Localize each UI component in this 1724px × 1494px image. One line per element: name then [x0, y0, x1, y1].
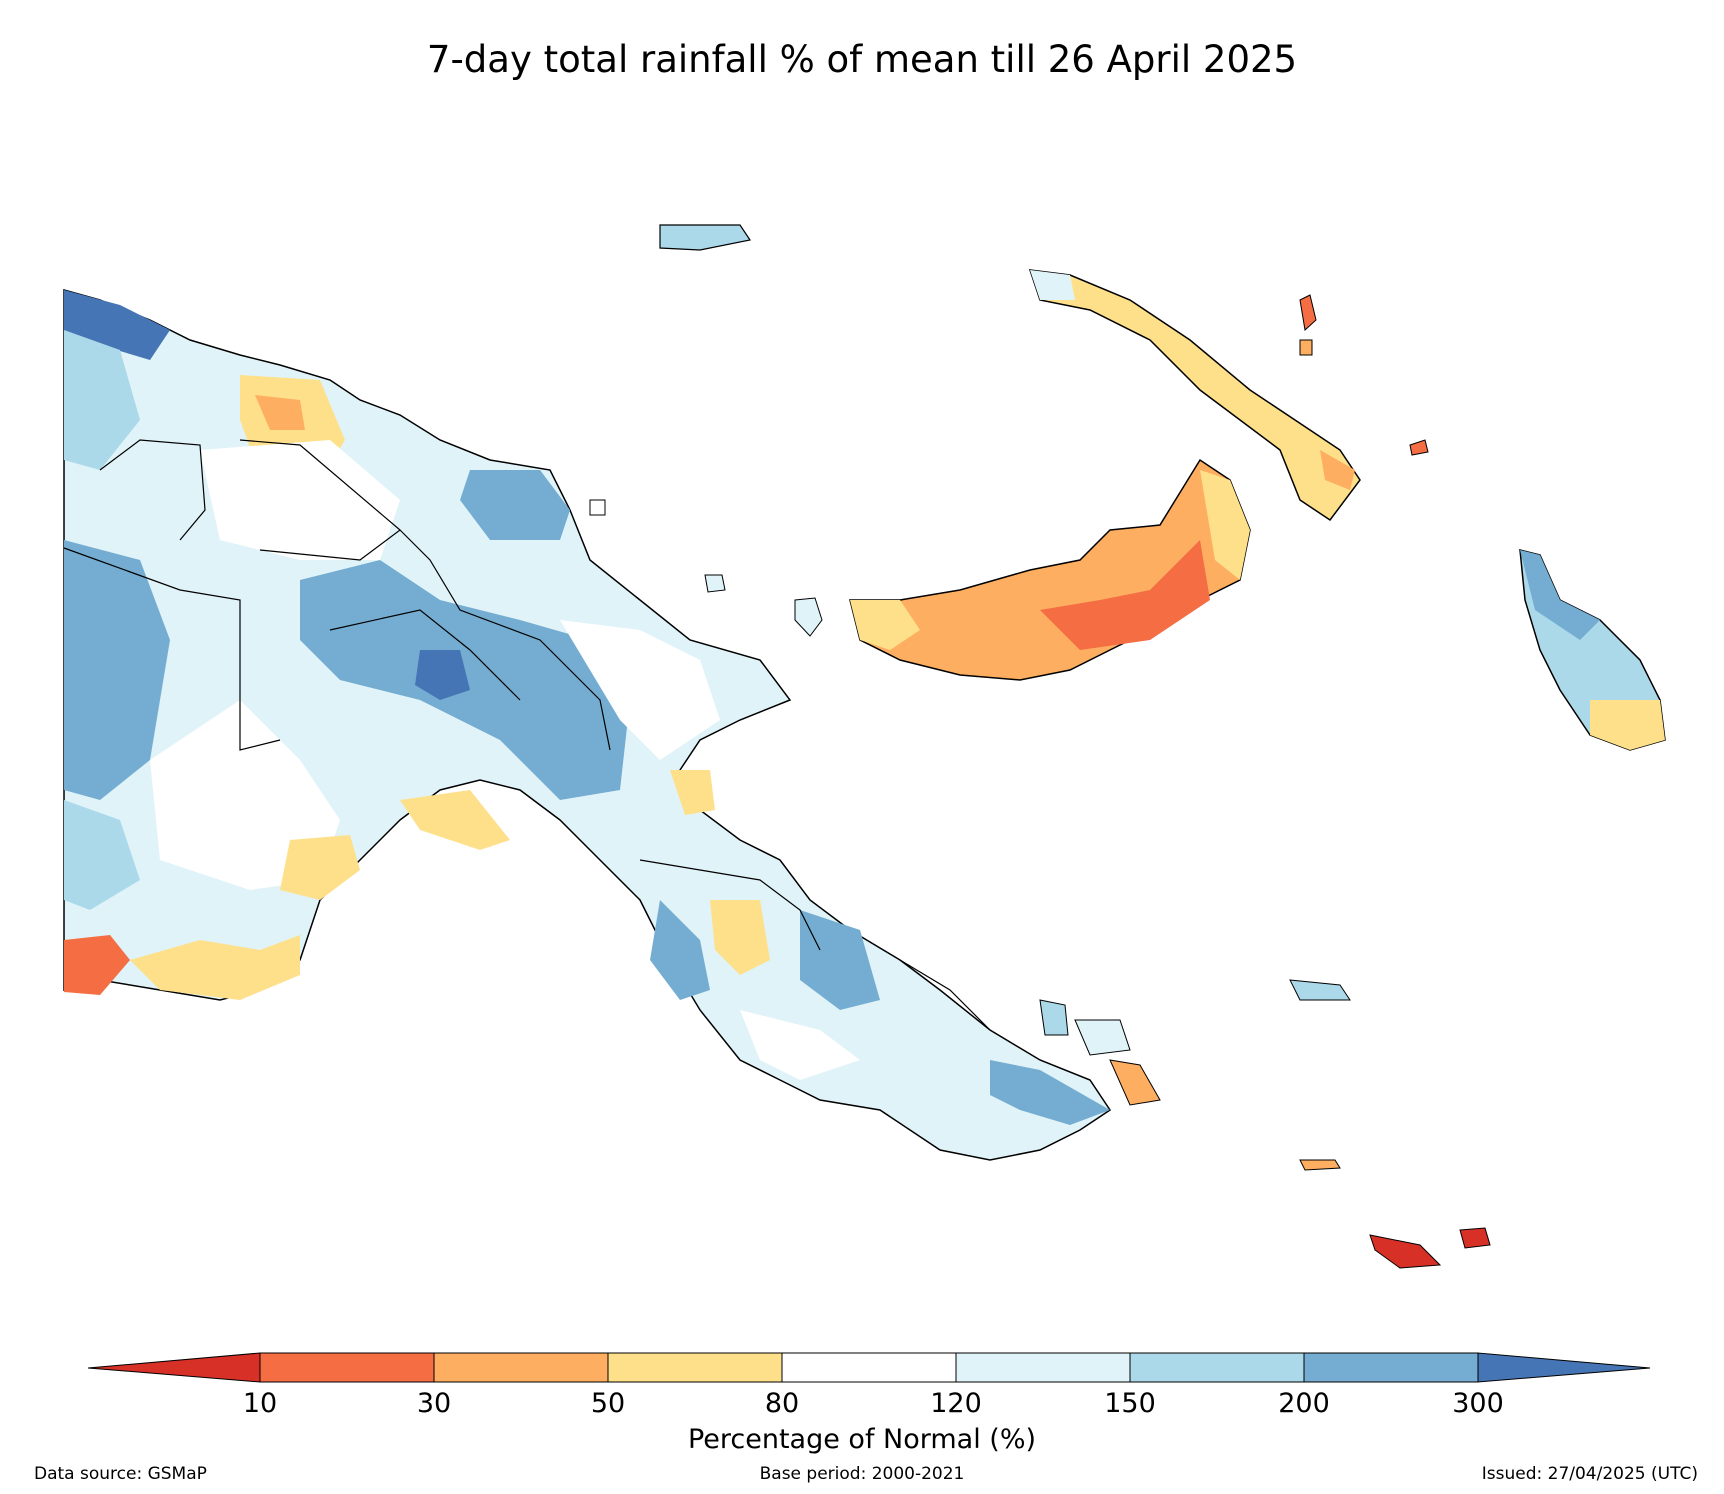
zone-normal-southeast [740, 1010, 860, 1080]
long-island [704, 574, 726, 593]
colorbar-segment-80-120 [781, 1352, 957, 1383]
colorbar-high-extension [1477, 1352, 1651, 1383]
colorbar-label: Percentage of Normal (%) [687, 1424, 1037, 1455]
zone-wet-west [64, 330, 140, 470]
colorbar-tick-10: 10 [242, 1388, 278, 1419]
goodenough-island [1039, 999, 1069, 1036]
zone-dry-south-2 [280, 835, 360, 900]
zone-very-wet-central [415, 650, 470, 700]
province-boundaries [63, 439, 991, 1031]
new-britain-normal-east [1200, 470, 1250, 580]
colorbar-segment-30-50 [433, 1352, 609, 1383]
zone-dry-gulf [400, 790, 510, 850]
colorbar-segment-50-80 [607, 1352, 783, 1383]
colorbar-low-extension [87, 1352, 261, 1383]
map-title: 7-day total rainfall % of mean till 26 A… [426, 38, 1298, 81]
colorbar-segment-150-200 [1129, 1352, 1305, 1383]
colorbar-tick-120: 120 [930, 1388, 982, 1419]
fergusson-island [1074, 1019, 1131, 1056]
colorbar [87, 1352, 1651, 1383]
zone-dry-southwest [64, 935, 130, 995]
colorbar-tick-150: 150 [1104, 1388, 1156, 1419]
zone-wet-northeast [460, 470, 570, 540]
colorbar-tick-300: 300 [1452, 1388, 1504, 1419]
karkar-island [589, 499, 606, 516]
manus-island [659, 224, 751, 251]
bougainville-dry-south [1590, 700, 1665, 750]
zone-wet-west-3 [64, 800, 140, 910]
colorbar-segment-200-300 [1303, 1352, 1479, 1383]
rossel-island [1459, 1227, 1491, 1249]
zone-wet-oro [800, 910, 880, 1010]
zone-wet-west-2 [64, 540, 170, 800]
tagula-island [1369, 1234, 1442, 1269]
zone-very-wet-north [64, 290, 170, 360]
new-britain-moderate-west [850, 600, 920, 650]
zone-wet-southeast [650, 900, 710, 1000]
umboi-island [794, 597, 823, 637]
zone-dry-morobe [710, 900, 770, 975]
buka-island [1299, 294, 1317, 331]
zone-dry-east [670, 770, 715, 815]
colorbar-tick-50: 50 [590, 1388, 626, 1419]
zone-dry-south [130, 935, 300, 1000]
zone-normal-east [560, 620, 720, 760]
data-source-note: Data source: GSMaP [34, 1464, 207, 1484]
base-period-note: Base period: 2000-2021 [759, 1464, 965, 1484]
bougainville-wet-north [1520, 550, 1600, 640]
colorbar-segment-120-150 [955, 1352, 1131, 1383]
zone-very-wet-milne [990, 1060, 1110, 1125]
misima-island [1299, 1159, 1341, 1171]
tanga-island [1409, 439, 1429, 456]
colorbar-tick-200: 200 [1278, 1388, 1330, 1419]
colorbar-segment-10-30 [259, 1352, 435, 1383]
zone-drier-north [255, 395, 305, 430]
issued-date-note: Issued: 27/04/2025 (UTC) [1481, 1464, 1698, 1484]
new-ireland-wet-tip [1030, 270, 1075, 300]
colorbar-tick-80: 80 [764, 1388, 800, 1419]
lihir-island [1299, 339, 1313, 356]
new-britain-drier [1040, 540, 1210, 650]
new-ireland-dry-south [1320, 450, 1355, 490]
normanby-island [1109, 1059, 1161, 1106]
woodlark-island [1289, 979, 1351, 1001]
colorbar-tick-30: 30 [416, 1388, 452, 1419]
zone-normal-central [200, 440, 400, 560]
